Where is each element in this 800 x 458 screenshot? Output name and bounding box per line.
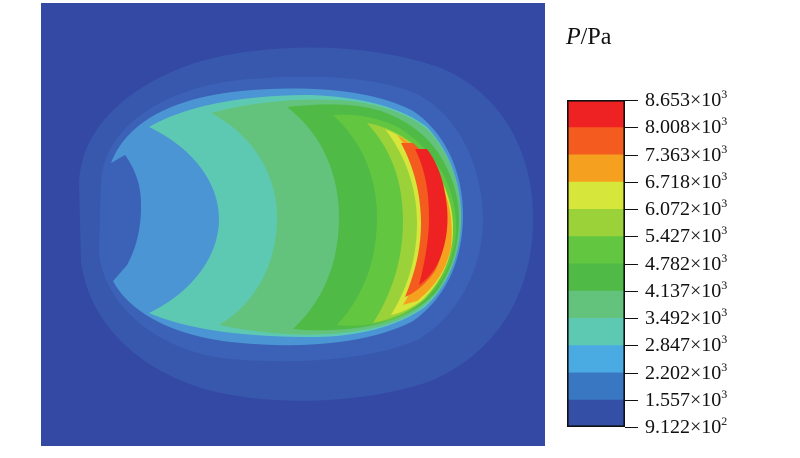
legend-tick [625,127,638,129]
legend-level-value: 7.363 [645,143,690,166]
legend-level-exponent: 3 [721,87,728,101]
legend-color-cell [567,399,625,427]
legend-level-times: ×10 [690,252,722,275]
legend-level-label: 9.122×102 [645,414,728,438]
legend-level-times: ×10 [690,116,722,139]
legend-level-value: 2.847 [645,334,690,357]
legend-level-value: 2.202 [645,361,690,384]
legend-level-value: 6.718 [645,170,690,193]
legend-level-label: 6.718×103 [645,168,728,193]
legend-level-value: 5.427 [645,225,690,248]
legend-color-cell [567,236,625,264]
legend-tick [625,181,638,183]
legend-color-cell [567,345,625,373]
legend-level-exponent: 3 [721,305,728,319]
legend-level-exponent: 3 [721,250,728,265]
legend-tick [625,154,638,156]
legend-title-unit: /Pa [580,24,612,50]
legend-title-variable: P [566,24,581,50]
legend-level-label: 4.137×103 [645,277,728,302]
legend-level-label: 1.557×103 [645,386,728,411]
legend-bar-border [567,100,625,427]
legend-level-exponent: 3 [721,196,728,210]
legend-tick [625,427,638,428]
legend-color-cell [567,263,625,292]
legend-color-cell [567,100,625,128]
legend-level-exponent: 3 [721,277,728,292]
legend-level-times: ×10 [690,198,722,220]
pressure-contour-plot [41,3,545,446]
legend-level-times: ×10 [690,307,722,329]
legend-tick [625,209,638,210]
legend-tick [625,263,638,265]
contour-band-peak-red [415,149,448,285]
legend-level-times: ×10 [690,170,722,193]
legend-title: P/Pa [566,24,611,51]
legend-level-value: 3.492 [645,307,690,329]
legend-level-label: 4.782×103 [645,250,728,275]
legend-color-cell [567,127,625,155]
legend-level-value: 6.072 [645,198,690,220]
legend-level-exponent: 3 [721,359,728,374]
legend-level-exponent: 3 [721,223,728,238]
legend-tick [625,100,638,101]
legend-level-value: 9.122 [645,416,690,438]
legend-tick [625,236,638,238]
legend-level-value: 4.782 [645,252,690,275]
legend-level-times: ×10 [690,225,722,248]
legend-level-times: ×10 [690,334,722,357]
legend-level-exponent: 3 [721,141,728,156]
legend-level-exponent: 3 [721,168,728,183]
legend-tick [625,290,638,292]
contour-left-notch [99,163,141,281]
legend-level-label: 6.072×103 [645,196,728,220]
legend-level-label: 7.363×103 [645,141,728,166]
legend-color-cell [567,290,625,319]
legend-color-cell [567,181,625,210]
legend-color-cell [567,209,625,237]
legend-level-label: 5.427×103 [645,223,728,248]
legend-level-times: ×10 [690,143,722,166]
legend-level-exponent: 3 [721,114,728,129]
legend-level-exponent: 3 [721,386,728,401]
legend-level-label: 2.847×103 [645,332,728,357]
legend-level-times: ×10 [690,388,722,411]
legend-level-times: ×10 [690,361,722,384]
legend-level-times: ×10 [690,279,722,302]
legend-level-value: 4.137 [645,279,690,302]
legend-level-value: 8.008 [645,116,690,139]
legend-color-cell [567,372,625,401]
legend-level-exponent: 2 [721,414,728,428]
legend-color-cell [567,154,625,183]
legend-level-label: 2.202×103 [645,359,728,384]
legend-level-label: 8.653×103 [645,87,728,111]
legend-color-bar [567,100,625,427]
legend-level-times: ×10 [690,89,722,111]
legend-tick [625,399,638,401]
legend-level-value: 8.653 [645,89,690,111]
legend-color-cell [567,318,625,346]
legend-level-label: 3.492×103 [645,305,728,329]
legend-tick [625,345,638,347]
legend-level-label: 8.008×103 [645,114,728,139]
legend-level-exponent: 3 [721,332,728,347]
legend-tick [625,318,638,319]
legend-tick [625,372,638,374]
legend-level-value: 1.557 [645,388,690,411]
legend-level-times: ×10 [690,416,722,438]
